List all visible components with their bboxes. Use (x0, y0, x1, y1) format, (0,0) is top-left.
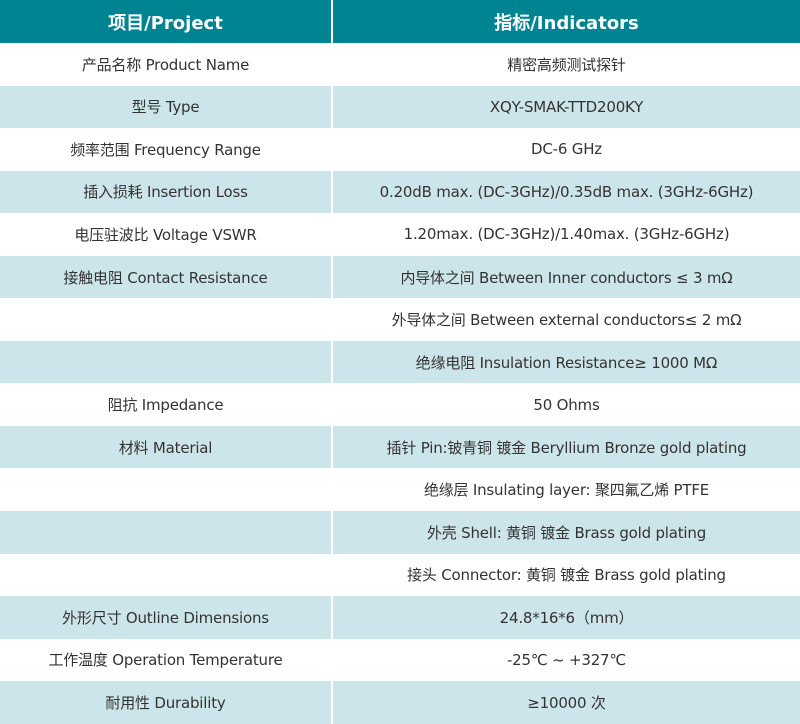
indicator-cell: 外导体之间 Between external conductors≤ 2 mΩ (331, 298, 800, 341)
indicator-cell: XQY-SMAK-TTD200KY (331, 85, 800, 129)
indicator-cell: 接头 Connector: 黄铜 镀金 Brass gold plating (331, 553, 800, 597)
indicator-cell: 绝缘层 Insulating layer: 聚四氟乙烯 PTFE (331, 468, 800, 512)
project-cell (0, 468, 332, 511)
project-cell: 电压驻波比 Voltage VSWR (74, 225, 257, 244)
project-cell (0, 340, 332, 384)
indicator-cell: 内导体之间 Between Inner conductors ≤ 3 mΩ (331, 255, 800, 299)
indicator-cell: 24.8*16*6（mm） (331, 596, 800, 639)
project-cell: 型号 Type (0, 85, 332, 129)
table-row: 工作温度 Operation Temperature -25℃ ~ +327℃ (0, 638, 800, 682)
project-cell: 工作温度 Operation Temperature (48, 651, 283, 670)
project-cell (0, 554, 332, 597)
table-row: 型号 Type XQY-SMAK-TTD200KY (0, 85, 800, 129)
project-cell: 外形尺寸 Outline Dimensions (0, 596, 332, 639)
table-row: 电压驻波比 Voltage VSWR 1.20max. (DC-3GHz)/1.4… (0, 213, 800, 256)
table-row: 绝缘层 Insulating layer: 聚四氟乙烯 PTFE (0, 468, 800, 512)
header-project: 项目/Project (0, 0, 332, 43)
table-row: 接头 Connector: 黄铜 镀金 Brass gold plating (0, 553, 800, 597)
project-cell: 耐用性 Durability (0, 681, 332, 724)
indicator-cell: 1.20max. (DC-3GHz)/1.40max. (3GHz-6GHz) (331, 213, 800, 256)
project-cell (0, 298, 332, 341)
table-row: 外导体之间 Between external conductors≤ 2 mΩ (0, 298, 800, 341)
indicator-cell: 0.20dB max. (DC-3GHz)/0.35dB max. (3GHz-… (331, 170, 800, 214)
table-row: 插入损耗 Insertion Loss 0.20dB max. (DC-3GHz)… (0, 170, 800, 214)
header-indicators: 指标/Indicators (331, 0, 800, 43)
table-row: 绝缘电阻 Insulation Resistance≥ 1000 MΩ (0, 340, 800, 384)
table-row: 阻抗 Impedance 50 Ohms (0, 383, 800, 426)
indicator-cell: ≥10000 次 (331, 681, 800, 724)
indicator-cell: 绝缘电阻 Insulation Resistance≥ 1000 MΩ (331, 340, 800, 384)
table-row: 外形尺寸 Outline Dimensions 24.8*16*6（mm） (0, 596, 800, 639)
table-row: 产品名称 Product Name 精密高频测试探针 (0, 43, 800, 86)
table-row: 接触电阻 Contact Resistance 内导体之间 Between Inn… (0, 255, 800, 299)
table-row: 耐用性 Durability ≥10000 次 (0, 681, 800, 724)
indicator-cell: 精密高频测试探针 (331, 43, 800, 86)
indicator-cell: 插针 Pin:铍青铜 镀金 Beryllium Bronze gold plat… (331, 425, 800, 469)
indicator-cell: -25℃ ~ +327℃ (331, 638, 800, 682)
project-cell (0, 511, 332, 554)
table-row: 频率范围 Frequency Range DC-6 GHz (0, 128, 800, 171)
table-row: 外壳 Shell: 黄铜 镀金 Brass gold plating (0, 511, 800, 554)
indicator-cell: 外壳 Shell: 黄铜 镀金 Brass gold plating (331, 511, 800, 554)
table-row: 材料 Material 插针 Pin:铍青铜 镀金 Beryllium Bronz… (0, 425, 800, 469)
indicator-cell: DC-6 GHz (331, 128, 800, 171)
project-cell: 材料 Material (0, 425, 332, 469)
indicator-cell: 50 Ohms (331, 383, 800, 426)
project-cell: 插入损耗 Insertion Loss (0, 170, 332, 214)
project-cell: 频率范围 Frequency Range (70, 140, 261, 159)
project-cell: 接触电阻 Contact Resistance (0, 255, 332, 299)
project-cell: 阻抗 Impedance (107, 396, 224, 415)
project-cell: 产品名称 Product Name (81, 55, 250, 74)
header-row: 项目/Project 指标/Indicators (0, 0, 800, 43)
